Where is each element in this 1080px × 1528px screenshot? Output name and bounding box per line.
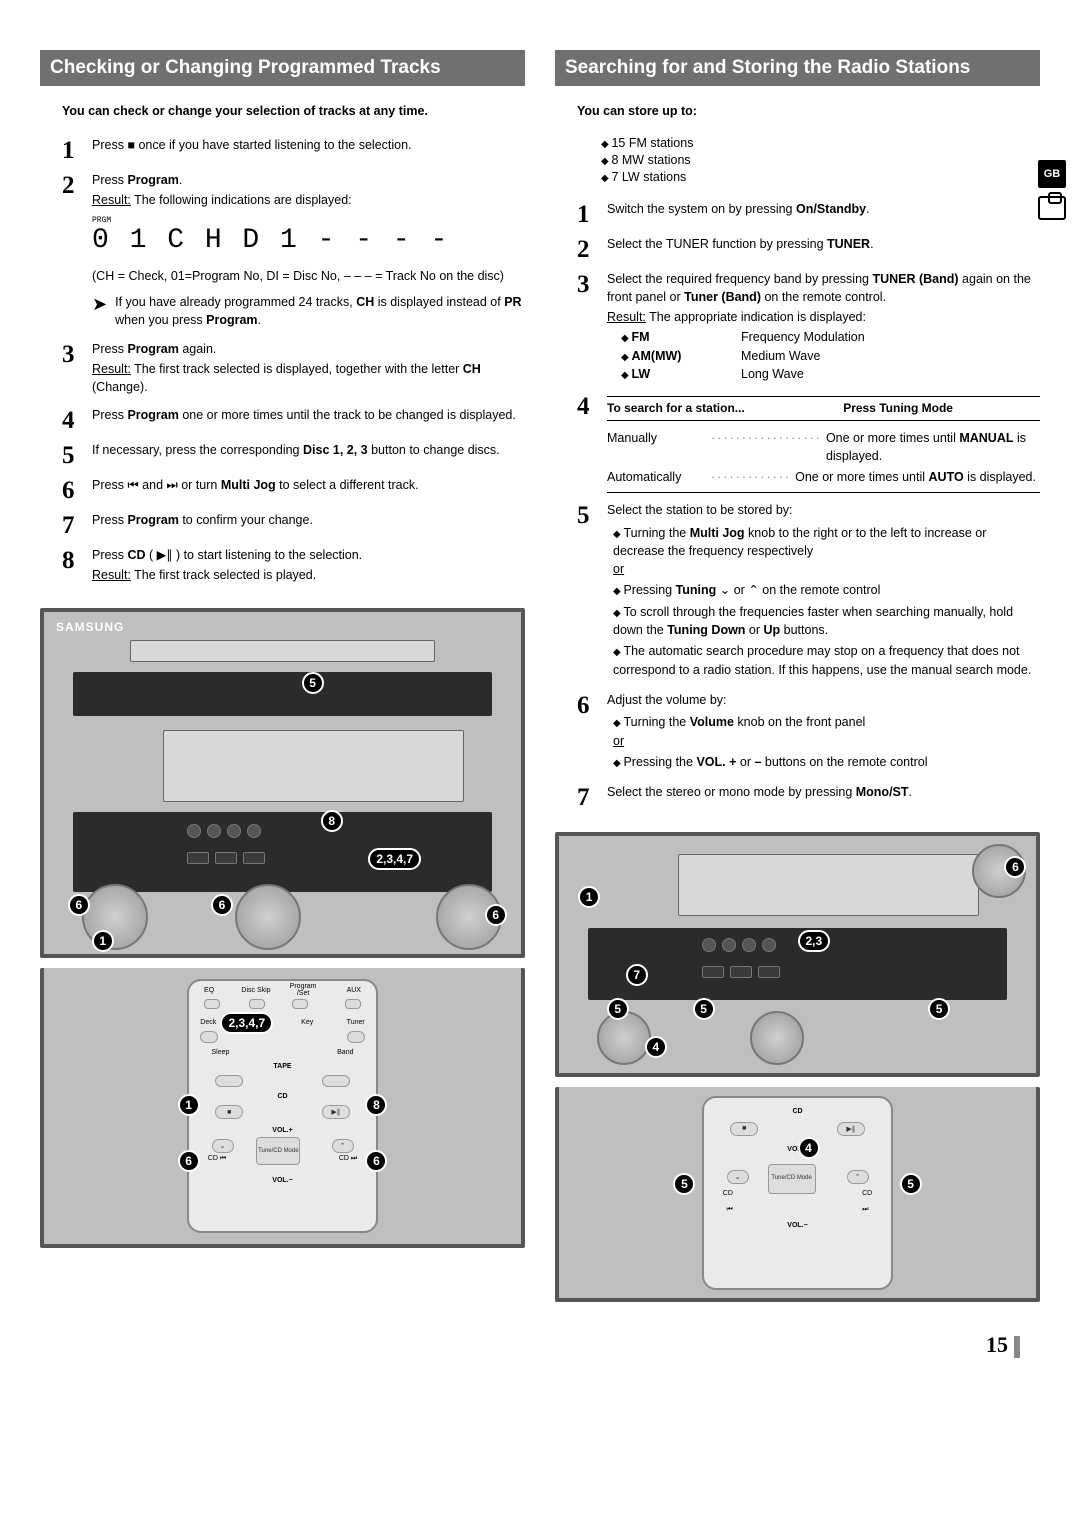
remote-callout-1: 1 xyxy=(178,1094,200,1116)
rcallout-5a: 5 xyxy=(607,998,629,1020)
step-2-result: Result: The following indications are di… xyxy=(92,191,525,209)
right-steps: 1 Switch the system on by pressing On/St… xyxy=(577,200,1040,811)
step-2-text: Press Program. xyxy=(92,171,525,189)
right-remote-diagram: CD ■ ▶∥ VOL.+ ⌄ Tune/CD Mode ⌃ CD CD ⏮ ⏭… xyxy=(555,1087,1040,1302)
right-device-diagram: 1 2,3 7 5 5 5 4 6 xyxy=(555,832,1040,1077)
left-steps: 1 Press ■ once if you have started liste… xyxy=(62,136,525,586)
rcallout-1: 1 xyxy=(578,886,600,908)
store-fm: 15 FM stations xyxy=(601,136,1040,150)
rremote-callout-5a: 5 xyxy=(673,1173,695,1195)
gb-label: GB xyxy=(1038,160,1066,188)
rcallout-5c: 5 xyxy=(928,998,950,1020)
step-1: 1 Press ■ once if you have started liste… xyxy=(62,136,525,163)
step-5: 5 If necessary, press the corresponding … xyxy=(62,441,525,468)
left-remote-diagram: EQ Disc Skip Program /Set AUX Deck Tuner… xyxy=(40,968,525,1248)
step-7: 7 Press Program to confirm your change. xyxy=(62,511,525,538)
radio-icon xyxy=(1038,196,1066,220)
rstep-6: 6 Adjust the volume by: Turning the Volu… xyxy=(577,691,1040,775)
callout-1: 1 xyxy=(92,930,114,952)
rstep-4: 4 To search for a station... Press Tunin… xyxy=(577,392,1040,494)
rcallout-7: 7 xyxy=(626,964,648,986)
rremote-callout-4: 4 xyxy=(798,1137,820,1159)
step-2-tip: ➤ If you have already programmed 24 trac… xyxy=(92,293,525,331)
pointer-icon: ➤ xyxy=(92,293,107,313)
remote-callout-6a: 6 xyxy=(178,1150,200,1172)
step-6: 6 Press ⏮ and ⏭ or turn Multi Jog to sel… xyxy=(62,476,525,503)
right-column: Searching for and Storing the Radio Stat… xyxy=(555,50,1040,1302)
step-8: 8 Press CD ( ▶∥ ) to start listening to … xyxy=(62,546,525,586)
rstep-1: 1 Switch the system on by pressing On/St… xyxy=(577,200,1040,227)
callout-6b: 6 xyxy=(211,894,233,916)
step-2: 2 Press Program. Result: The following i… xyxy=(62,171,525,332)
lcd-display: PRGM 0 1 C H D 1 - - - - xyxy=(92,215,449,261)
step-4: 4 Press Program one or more times until … xyxy=(62,406,525,433)
store-list: 15 FM stations 8 MW stations 7 LW statio… xyxy=(601,136,1040,184)
page-number: 15 xyxy=(40,1332,1040,1358)
store-mw: 8 MW stations xyxy=(601,153,1040,167)
brand-logo: SAMSUNG xyxy=(56,620,124,634)
remote-callout-8: 8 xyxy=(365,1094,387,1116)
rstep-3: 3 Select the required frequency band by … xyxy=(577,270,1040,384)
right-title: Searching for and Storing the Radio Stat… xyxy=(555,50,1040,86)
rstep-2: 2 Select the TUNER function by pressing … xyxy=(577,235,1040,262)
remote-callout-2347: 2,3,4,7 xyxy=(220,1012,273,1034)
rremote-callout-5b: 5 xyxy=(900,1173,922,1195)
step-2-legend: (CH = Check, 01=Program No, DI = Disc No… xyxy=(92,267,525,285)
step-1-text: Press ■ once if you have started listeni… xyxy=(92,136,525,154)
rstep-5: 5 Select the station to be stored by: Tu… xyxy=(577,501,1040,683)
callout-6c: 6 xyxy=(485,904,507,926)
remote-callout-6b: 6 xyxy=(365,1150,387,1172)
callout-8: 8 xyxy=(321,810,343,832)
left-title: Checking or Changing Programmed Tracks xyxy=(40,50,525,86)
rstep-7: 7 Select the stereo or mono mode by pres… xyxy=(577,783,1040,810)
region-badge: GB xyxy=(1038,160,1066,220)
callout-5: 5 xyxy=(302,672,324,694)
rcallout-23: 2,3 xyxy=(798,930,831,952)
page-columns: Checking or Changing Programmed Tracks Y… xyxy=(40,50,1040,1302)
rcallout-4: 4 xyxy=(645,1036,667,1058)
rcallout-5b: 5 xyxy=(693,998,715,1020)
left-column: Checking or Changing Programmed Tracks Y… xyxy=(40,50,525,1302)
callout-2347a: 2,3,4,7 xyxy=(368,848,421,870)
right-intro: You can store up to: xyxy=(577,104,1040,118)
left-intro: You can check or change your selection o… xyxy=(62,104,525,118)
step-3: 3 Press Program again. Result: The first… xyxy=(62,340,525,398)
callout-6a: 6 xyxy=(68,894,90,916)
store-lw: 7 LW stations xyxy=(601,170,1040,184)
left-device-diagram: SAMSUNG 5 8 2,3,4,7 6 6 6 1 xyxy=(40,608,525,958)
